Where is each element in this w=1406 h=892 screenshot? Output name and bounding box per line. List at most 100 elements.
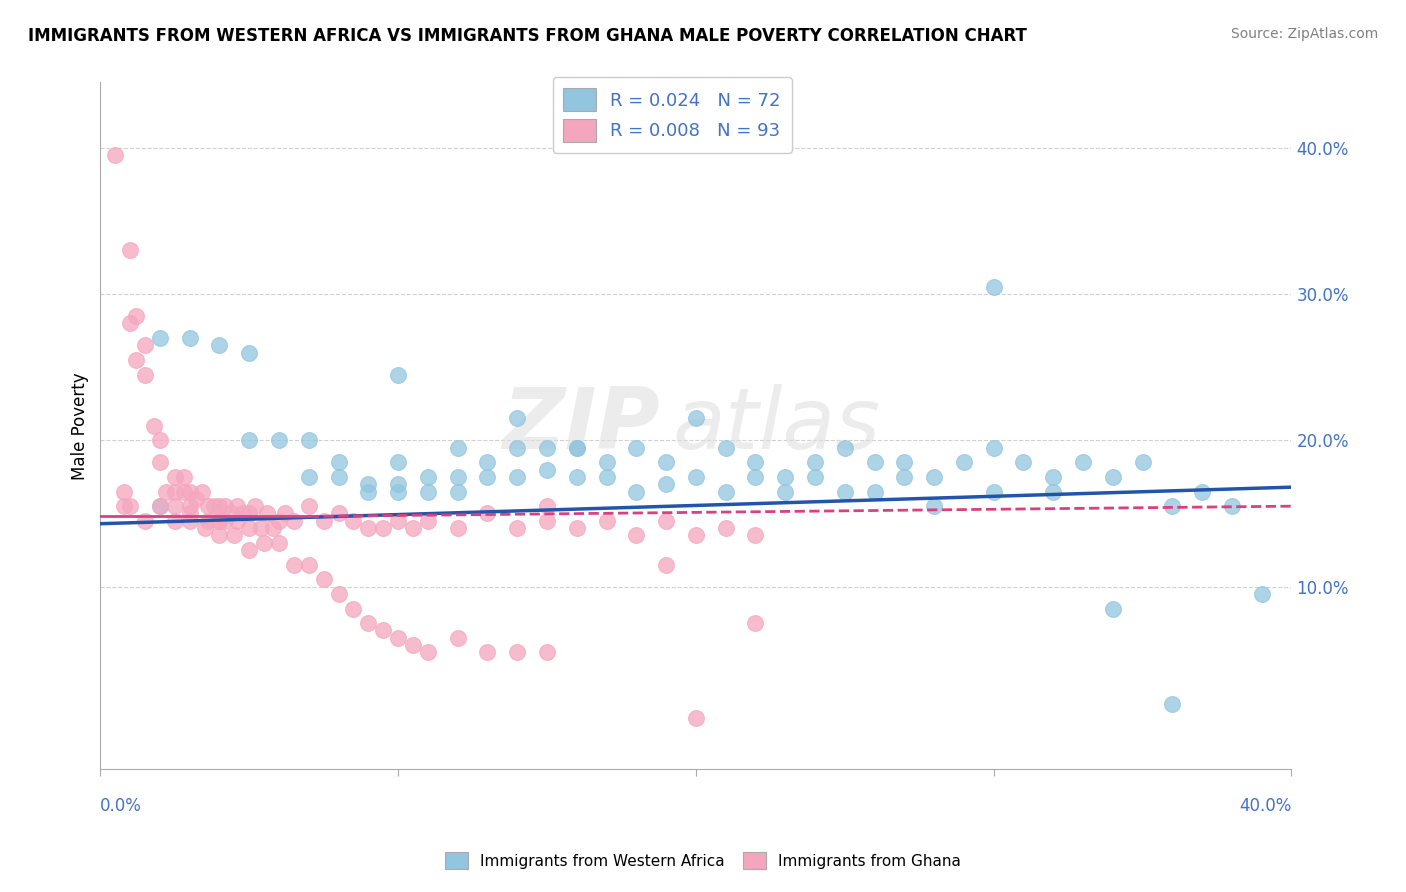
Point <box>373 521 395 535</box>
Point <box>416 514 439 528</box>
Point <box>298 470 321 484</box>
Point <box>447 521 470 535</box>
Point <box>184 491 207 506</box>
Point <box>387 631 409 645</box>
Point <box>863 455 886 469</box>
Point <box>744 616 766 631</box>
Point <box>714 484 737 499</box>
Point <box>565 441 588 455</box>
Point <box>536 462 558 476</box>
Text: atlas: atlas <box>672 384 880 467</box>
Point <box>179 507 201 521</box>
Point <box>1012 455 1035 469</box>
Point <box>447 470 470 484</box>
Point <box>1101 470 1123 484</box>
Point <box>834 484 856 499</box>
Point <box>214 499 236 513</box>
Point <box>402 638 425 652</box>
Point <box>983 484 1005 499</box>
Point <box>626 484 648 499</box>
Point <box>125 309 148 323</box>
Point <box>1191 484 1213 499</box>
Point <box>104 148 127 162</box>
Point <box>1220 499 1243 513</box>
Point <box>283 514 305 528</box>
Point <box>357 484 380 499</box>
Point <box>773 470 796 484</box>
Point <box>922 470 945 484</box>
Point <box>149 455 172 469</box>
Point <box>477 470 499 484</box>
Point <box>342 514 364 528</box>
Point <box>238 507 260 521</box>
Point <box>312 514 335 528</box>
Point <box>536 514 558 528</box>
Point <box>595 470 617 484</box>
Point <box>179 499 201 513</box>
Point <box>163 514 186 528</box>
Point <box>267 514 290 528</box>
Point <box>834 441 856 455</box>
Point <box>224 528 246 542</box>
Point <box>134 368 156 382</box>
Point <box>112 499 135 513</box>
Point <box>226 499 249 513</box>
Point <box>626 441 648 455</box>
Point <box>655 477 678 491</box>
Point <box>595 514 617 528</box>
Point <box>387 455 409 469</box>
Point <box>1161 499 1184 513</box>
Point <box>506 411 529 425</box>
Point <box>402 521 425 535</box>
Point <box>142 418 165 433</box>
Text: IMMIGRANTS FROM WESTERN AFRICA VS IMMIGRANTS FROM GHANA MALE POVERTY CORRELATION: IMMIGRANTS FROM WESTERN AFRICA VS IMMIGR… <box>28 27 1026 45</box>
Point <box>536 645 558 659</box>
Point <box>298 499 321 513</box>
Point <box>893 455 915 469</box>
Point <box>1250 587 1272 601</box>
Text: 40.0%: 40.0% <box>1239 797 1292 814</box>
Point <box>238 434 260 448</box>
Point <box>804 455 827 469</box>
Point <box>328 587 350 601</box>
Point <box>893 470 915 484</box>
Point <box>253 535 276 549</box>
Point <box>197 499 219 513</box>
Point <box>202 499 225 513</box>
Legend: Immigrants from Western Africa, Immigrants from Ghana: Immigrants from Western Africa, Immigran… <box>439 846 967 875</box>
Point <box>953 455 976 469</box>
Point <box>208 514 231 528</box>
Point <box>655 455 678 469</box>
Point <box>685 470 707 484</box>
Point <box>565 521 588 535</box>
Point <box>416 645 439 659</box>
Point <box>506 470 529 484</box>
Point <box>1161 697 1184 711</box>
Point <box>163 484 186 499</box>
Point <box>714 521 737 535</box>
Point <box>256 507 278 521</box>
Point <box>1132 455 1154 469</box>
Point <box>208 528 231 542</box>
Point <box>328 507 350 521</box>
Point <box>416 484 439 499</box>
Point <box>179 514 201 528</box>
Legend: R = 0.024   N = 72, R = 0.008   N = 93: R = 0.024 N = 72, R = 0.008 N = 93 <box>553 78 792 153</box>
Point <box>226 514 249 528</box>
Point <box>179 484 201 499</box>
Point <box>149 434 172 448</box>
Point <box>804 470 827 484</box>
Point <box>1042 470 1064 484</box>
Point <box>477 507 499 521</box>
Point <box>387 368 409 382</box>
Point <box>163 470 186 484</box>
Point <box>387 514 409 528</box>
Point <box>149 499 172 513</box>
Point <box>387 477 409 491</box>
Point <box>214 514 236 528</box>
Point <box>112 484 135 499</box>
Point <box>477 645 499 659</box>
Point <box>506 645 529 659</box>
Point <box>1042 484 1064 499</box>
Point <box>773 484 796 499</box>
